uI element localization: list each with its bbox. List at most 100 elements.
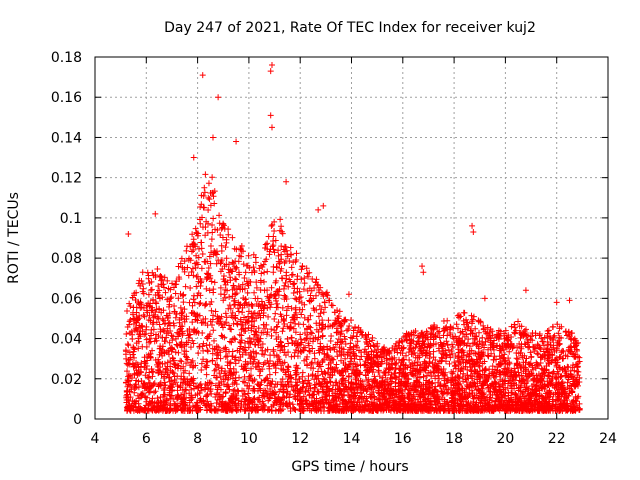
data-point: [279, 304, 286, 311]
data-point: [145, 389, 152, 396]
data-point: [200, 347, 207, 354]
data-point: [329, 302, 336, 309]
data-point: [198, 265, 205, 272]
data-point: [288, 251, 295, 258]
data-point: [325, 317, 332, 324]
data-point: [361, 346, 368, 353]
data-point: [299, 373, 306, 380]
data-point: [233, 276, 240, 283]
data-point: [207, 202, 214, 209]
data-point: [456, 314, 463, 321]
data-point: [407, 344, 414, 351]
data-point: [358, 399, 365, 406]
data-point: [245, 313, 252, 320]
data-point: [293, 250, 300, 257]
data-point: [271, 316, 278, 323]
data-point: [189, 231, 196, 238]
data-point: [164, 325, 171, 332]
data-point: [353, 372, 360, 379]
data-point: [206, 253, 213, 260]
data-point: [319, 290, 326, 297]
data-point: [290, 289, 297, 296]
data-point: [290, 404, 297, 411]
data-point: [235, 308, 242, 315]
data-point: [443, 377, 450, 384]
data-point: [128, 328, 135, 335]
data-point: [558, 323, 565, 330]
data-point: [217, 386, 224, 393]
data-point: [212, 394, 219, 401]
data-point: [163, 330, 170, 337]
data-point: [232, 360, 239, 367]
data-point: [414, 332, 421, 339]
data-point: [447, 354, 454, 361]
data-point: [512, 372, 519, 379]
data-point: [309, 330, 316, 337]
data-point: [213, 399, 220, 406]
data-point: [576, 358, 583, 365]
data-point: [183, 354, 190, 361]
data-point: [230, 320, 237, 327]
data-point: [398, 357, 405, 364]
data-point: [237, 343, 244, 350]
data-point: [178, 255, 185, 262]
data-point: [156, 321, 163, 328]
data-point: [410, 345, 417, 352]
data-point: [150, 326, 157, 333]
data-point: [558, 334, 565, 341]
data-point: [206, 287, 213, 294]
data-point: [139, 281, 146, 288]
data-point: [523, 326, 530, 333]
data-point: [262, 244, 269, 251]
data-point: [269, 221, 276, 228]
data-point: [341, 391, 348, 398]
data-point: [293, 371, 300, 378]
data-point: [354, 338, 361, 345]
data-point: [198, 201, 205, 208]
data-point: [286, 258, 293, 265]
data-point: [298, 299, 305, 306]
data-point: [350, 385, 357, 392]
data-point: [155, 332, 162, 339]
data-point: [188, 386, 195, 393]
data-point: [467, 330, 474, 337]
data-point: [574, 394, 581, 401]
data-point: [137, 304, 144, 311]
data-point: [260, 261, 267, 268]
data-point: [323, 391, 330, 398]
data-point: [163, 366, 170, 373]
data-point: [288, 264, 295, 271]
data-point: [255, 360, 262, 367]
data-point: [129, 336, 136, 343]
data-point: [305, 340, 312, 347]
data-point: [298, 311, 305, 318]
data-point: [153, 300, 160, 307]
data-point: [242, 269, 249, 276]
data-point: [174, 383, 181, 390]
data-point: [201, 189, 208, 196]
data-point: [284, 253, 291, 260]
data-point: [428, 373, 435, 380]
data-point: [262, 325, 269, 332]
data-point: [516, 323, 523, 330]
data-point: [467, 364, 474, 371]
data-point: [208, 190, 215, 197]
data-point: [395, 342, 402, 349]
data-point: [480, 322, 487, 329]
data-point: [525, 344, 532, 351]
data-point: [342, 341, 349, 348]
data-point: [408, 351, 415, 358]
data-point: [551, 348, 558, 355]
data-point: [320, 407, 327, 414]
data-point: [341, 318, 348, 325]
data-point: [494, 342, 501, 349]
data-point: [193, 311, 200, 318]
data-point: [355, 324, 362, 331]
data-point: [491, 374, 498, 381]
data-point: [180, 299, 187, 306]
data-point: [181, 318, 188, 325]
data-point: [131, 290, 138, 297]
data-point: [274, 343, 281, 350]
data-point: [188, 359, 195, 366]
data-point: [306, 348, 313, 355]
